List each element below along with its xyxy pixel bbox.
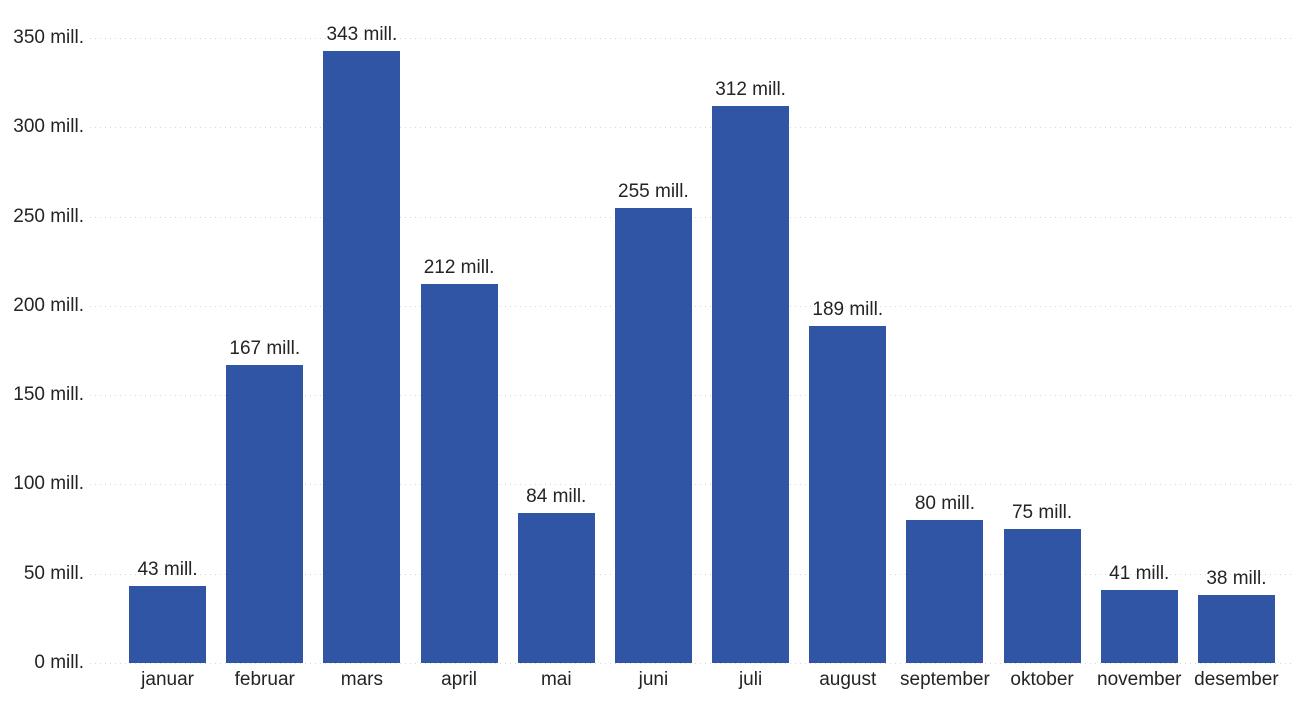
y-tick-label: 0 mill. (34, 652, 84, 673)
bar[interactable] (1197, 595, 1275, 663)
y-tick-label: 150 mill. (13, 384, 84, 406)
bar[interactable] (809, 325, 887, 663)
x-tick-label: juli (738, 669, 763, 690)
bar-value-label: 343 mill. (326, 23, 398, 45)
bar-value-label: 167 mill. (229, 337, 301, 359)
y-tick-label: 100 mill. (13, 473, 84, 495)
bar-value-label: 38 mill. (1206, 568, 1267, 590)
x-tick-label: november (1097, 669, 1182, 690)
x-tick-label: oktober (1010, 669, 1074, 690)
bar-value-label: 84 mill. (526, 486, 587, 507)
gridline (90, 127, 1292, 129)
x-tick-label: januar (141, 669, 194, 690)
x-tick-label: juni (638, 669, 669, 690)
y-tick-label: 350 mill. (13, 27, 84, 48)
bar-value-label: 212 mill. (423, 257, 495, 279)
y-tick-label: 250 mill. (13, 205, 84, 227)
x-tick-label: mai (540, 669, 572, 690)
bar-value-label: 312 mill. (715, 78, 786, 100)
gridline (90, 38, 1292, 39)
bar[interactable] (226, 364, 304, 663)
bar[interactable] (323, 50, 401, 663)
bar-value-label: 80 mill. (914, 493, 975, 515)
x-tick-label: august (819, 669, 877, 690)
x-tick-label: desember (1194, 669, 1279, 690)
bar-value-label: 43 mill. (137, 559, 198, 581)
bar[interactable] (712, 105, 790, 663)
x-tick-label: april (441, 669, 478, 690)
bar[interactable] (614, 207, 692, 663)
bar[interactable] (129, 586, 207, 663)
bar-value-label: 189 mill. (812, 298, 884, 320)
y-tick-label: 200 mill. (13, 294, 84, 316)
bar-value-label: 255 mill. (618, 180, 689, 202)
bar[interactable] (1100, 589, 1178, 663)
y-tick-label: 50 mill. (23, 562, 84, 584)
bar[interactable] (906, 520, 984, 663)
bar[interactable] (1003, 529, 1081, 663)
bar-value-label: 75 mill. (1011, 502, 1073, 524)
x-tick-label: september (900, 669, 990, 690)
x-tick-label: mars (340, 669, 384, 690)
bar[interactable] (420, 284, 498, 663)
y-tick-label: 300 mill. (13, 116, 84, 138)
gridline (90, 663, 1292, 664)
bar[interactable] (517, 513, 595, 663)
x-tick-label: februar (234, 669, 295, 690)
bar-value-label: 41 mill. (1109, 562, 1170, 584)
